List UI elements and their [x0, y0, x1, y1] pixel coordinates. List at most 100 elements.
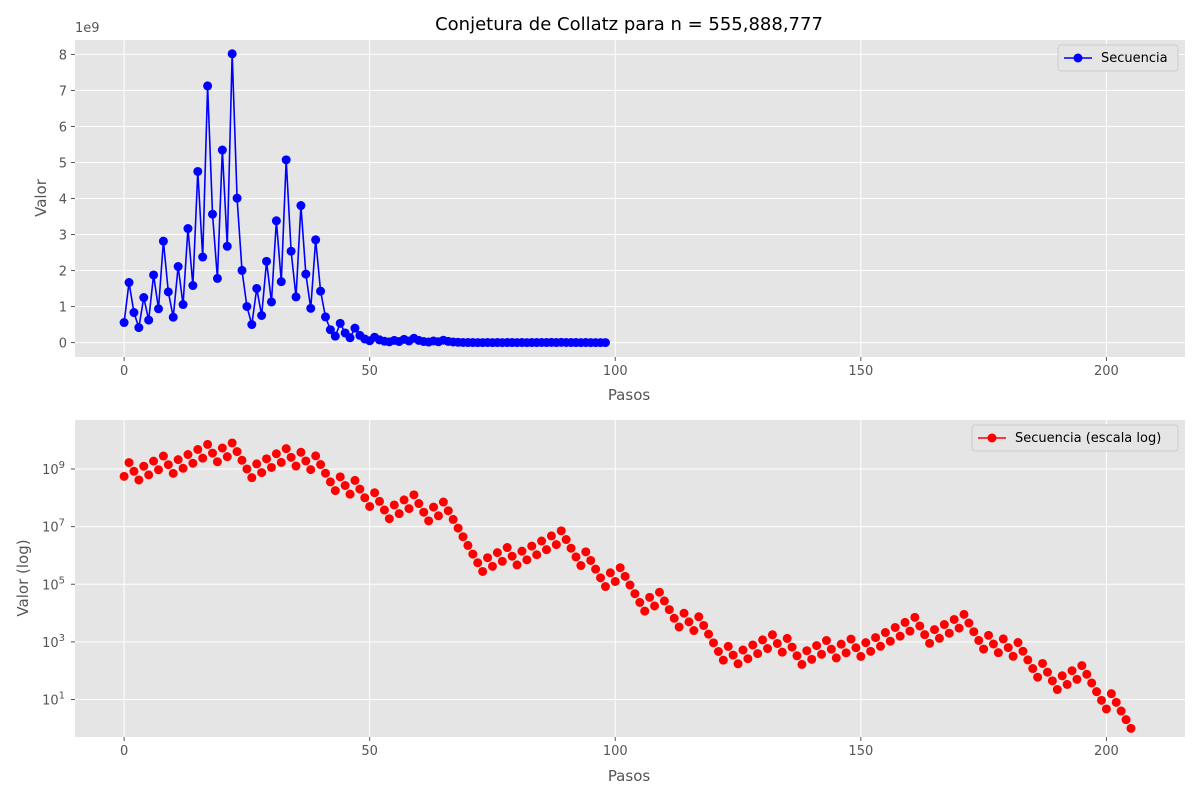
data-point	[556, 526, 566, 536]
data-point	[895, 631, 905, 641]
data-point	[203, 81, 213, 91]
data-point	[502, 543, 512, 553]
data-point	[335, 472, 345, 482]
data-point	[365, 501, 375, 511]
data-point	[708, 638, 718, 648]
y-ticks: 0 1 2 3 4 5 6 7 8	[59, 48, 75, 352]
data-point	[925, 638, 935, 648]
y-tick-label: 1	[59, 301, 67, 316]
data-point	[566, 543, 576, 553]
data-point	[153, 304, 163, 314]
data-point	[605, 568, 615, 578]
data-point	[262, 454, 272, 464]
y-tick-label: 8	[59, 48, 67, 63]
data-point	[674, 622, 684, 632]
series-secuencia-escala-log	[119, 438, 1136, 733]
data-point	[1047, 676, 1057, 686]
data-point	[1087, 678, 1097, 688]
series-secuencia	[119, 49, 610, 348]
data-point	[930, 625, 940, 635]
data-point	[448, 514, 458, 524]
data-point	[291, 292, 301, 302]
data-point	[227, 49, 237, 59]
data-point	[758, 635, 768, 645]
data-point	[772, 638, 782, 648]
x-tick-label: 0	[120, 364, 128, 379]
y-tick-label: 105	[42, 575, 65, 593]
data-point	[183, 450, 193, 460]
data-point	[910, 612, 920, 622]
data-point	[375, 496, 385, 506]
x-tick-label: 0	[120, 744, 128, 759]
data-point	[355, 484, 365, 494]
data-point	[129, 466, 139, 476]
data-point	[119, 471, 129, 481]
y-tick-label: 3	[59, 229, 67, 244]
data-point	[748, 640, 758, 650]
data-point	[153, 465, 163, 475]
data-point	[984, 630, 994, 640]
data-point	[144, 315, 154, 325]
data-point	[576, 561, 586, 571]
data-point	[767, 630, 777, 640]
data-point	[173, 262, 183, 272]
data-point	[276, 277, 286, 287]
data-point	[237, 265, 247, 275]
data-point	[1028, 664, 1038, 674]
data-point	[266, 297, 276, 307]
data-point	[139, 293, 149, 303]
data-point	[271, 216, 281, 226]
data-point	[492, 548, 502, 558]
data-point	[183, 224, 193, 234]
data-point	[777, 647, 787, 657]
data-point	[792, 651, 802, 661]
data-point	[129, 308, 139, 318]
data-point	[1121, 715, 1131, 725]
y-tick-label: 109	[42, 460, 65, 478]
x-ticks: 0 50 100 150 200	[120, 357, 1119, 379]
y-tick-label: 2	[59, 265, 67, 280]
data-point	[168, 312, 178, 322]
data-point	[139, 461, 149, 471]
data-point	[610, 576, 620, 586]
data-point	[286, 246, 296, 256]
data-point	[188, 458, 198, 468]
data-point	[286, 452, 296, 462]
data-point	[738, 645, 748, 655]
data-point	[320, 312, 330, 322]
data-point	[689, 626, 699, 636]
data-point	[900, 617, 910, 627]
data-point	[787, 642, 797, 652]
data-point	[443, 506, 453, 516]
data-point	[807, 654, 817, 664]
data-point	[591, 564, 601, 574]
data-point	[468, 549, 478, 559]
data-point	[890, 622, 900, 632]
data-point	[1042, 667, 1052, 677]
data-point	[743, 654, 753, 664]
x-tick-label: 100	[603, 744, 628, 759]
data-point	[699, 620, 709, 630]
data-point	[438, 497, 448, 507]
data-point	[168, 468, 178, 478]
data-point	[414, 499, 424, 509]
data-point	[173, 455, 183, 465]
data-point	[817, 649, 827, 659]
data-point	[360, 493, 370, 503]
y-tick-label: 0	[59, 337, 67, 352]
data-point	[944, 628, 954, 638]
data-point	[163, 460, 173, 470]
data-point	[158, 236, 168, 246]
data-point	[134, 475, 144, 485]
data-point	[728, 650, 738, 660]
data-point	[311, 235, 321, 245]
data-point	[252, 283, 262, 293]
legend-label: Secuencia	[1101, 51, 1168, 66]
legend: Secuencia (escala log)	[971, 424, 1179, 452]
data-point	[350, 323, 360, 333]
data-point	[905, 626, 915, 636]
data-point	[330, 331, 340, 341]
data-point	[571, 552, 581, 562]
y-ticks: 101 103 105 107 109	[42, 460, 75, 709]
data-point	[399, 495, 409, 505]
